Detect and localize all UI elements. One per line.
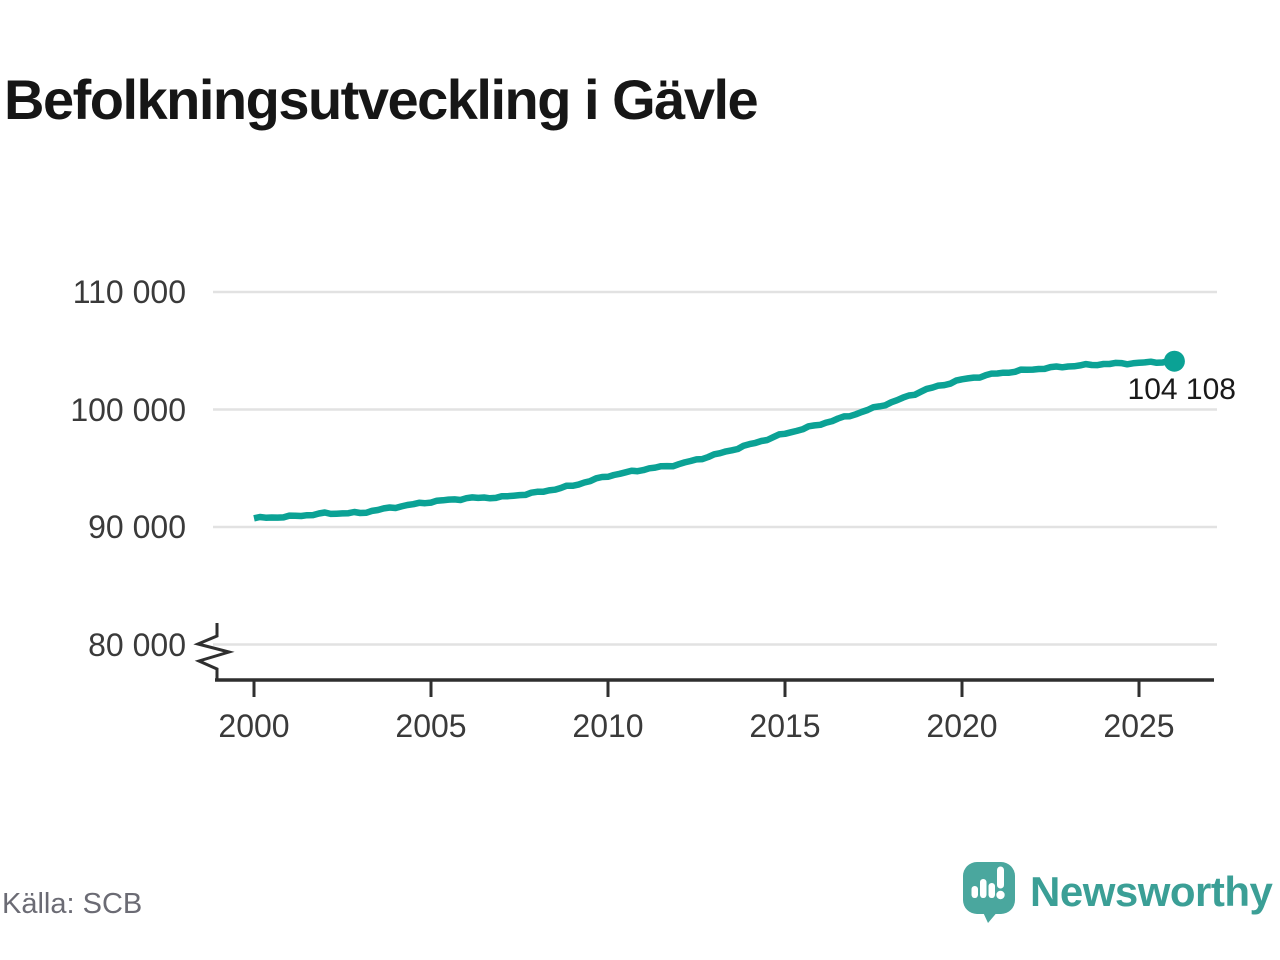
bar-chart-glyph: [971, 879, 995, 898]
x-tick-label: 2020: [926, 708, 997, 744]
chart-title: Befolkningsutveckling i Gävle: [4, 67, 759, 131]
latest-value-label: 104 108: [1128, 373, 1236, 406]
x-axis-ticks: [252, 681, 1141, 697]
y-tick-label: 110 000: [73, 274, 186, 310]
x-tick-label: 2015: [749, 708, 820, 744]
source-note: Källa: SCB: [2, 888, 143, 920]
y-tick-label: 80 000: [88, 627, 186, 663]
newsworthy-icon: [963, 862, 1015, 923]
x-axis-labels: 2000 2005 2010 2015 2020 2025: [218, 708, 1174, 744]
y-axis-break-icon: [193, 623, 235, 680]
x-tick-label: 2025: [1103, 708, 1174, 744]
latest-point-marker: [1163, 350, 1185, 372]
newsworthy-logo: Newsworthy: [961, 860, 1273, 924]
x-tick-label: 2005: [395, 708, 466, 744]
exclamation-glyph: [996, 866, 1005, 900]
newsworthy-wordmark: Newsworthy: [1030, 868, 1273, 915]
y-tick-label: 90 000: [88, 509, 186, 545]
y-axis-labels: 110 000 100 000 90 000 80 000: [70, 274, 186, 663]
x-tick-label: 2000: [218, 708, 289, 744]
y-tick-label: 100 000: [70, 392, 186, 428]
x-tick-label: 2010: [572, 708, 643, 744]
gridlines: [213, 290, 1217, 646]
population-line: [253, 357, 1175, 522]
